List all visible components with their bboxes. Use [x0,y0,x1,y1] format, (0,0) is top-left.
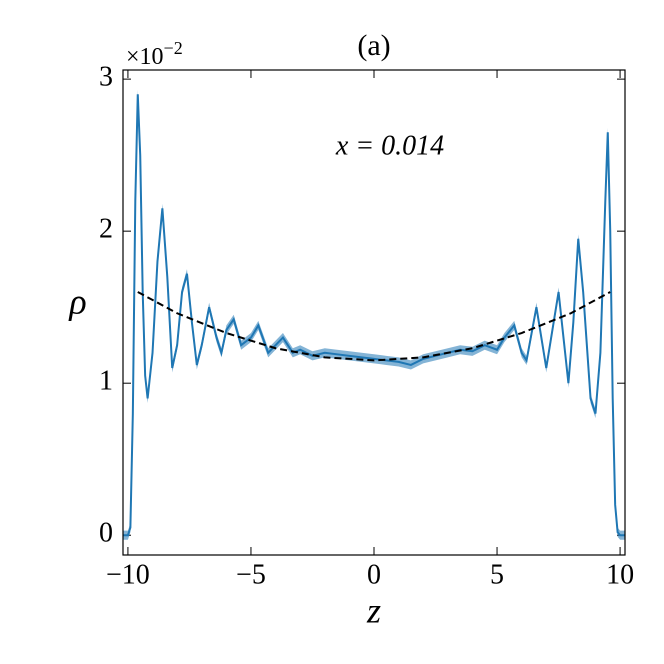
y-tick-label: 0 [99,518,113,549]
x-tick-label: −5 [236,559,266,590]
x-tick-label: 5 [490,559,504,590]
x-tick-label: −10 [106,559,150,590]
density-line [123,94,625,537]
x-tick-label: 0 [367,559,381,590]
y-offset-exponent: −2 [164,38,183,58]
y-tick-label: 1 [99,366,113,397]
y-tick-label: 3 [99,62,113,93]
fit-curve [137,291,611,362]
x-tick-label: 10 [606,559,634,590]
y-offset-text: ×10−2 [126,38,183,69]
y-tick-label: 2 [99,214,113,245]
x-axis-label: z [366,590,381,630]
annotation: x = 0.014 [335,130,444,161]
y-offset-base: ×10 [126,44,164,70]
chart-title: (a) [357,29,390,62]
y-axis-label: ρ [68,281,86,321]
plot-frame [122,69,626,556]
